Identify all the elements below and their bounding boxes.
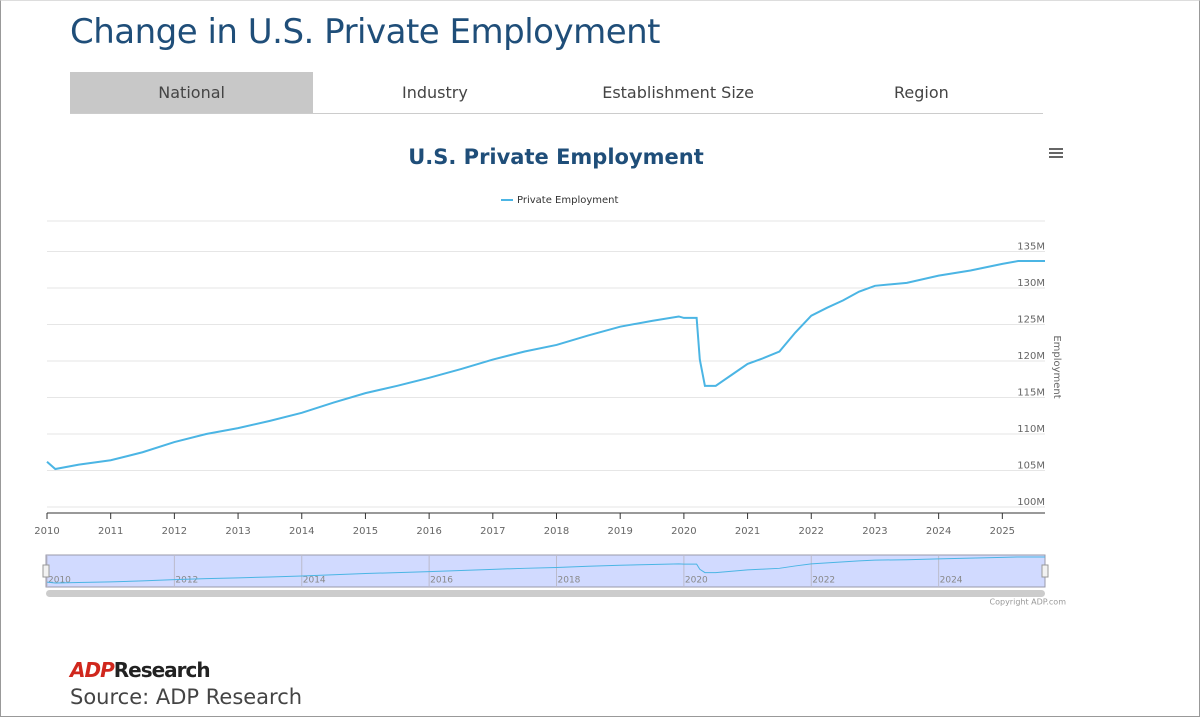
navigator-label: 2012 [175,576,198,586]
x-tick-label: 2020 [671,526,696,537]
source: Source: ADP Research [70,685,303,709]
y-tick-label: 120M [1017,351,1045,362]
navigator-label: 2014 [303,576,326,586]
navigator-label: 2016 [430,576,453,586]
y-tick-label: 125M [1017,315,1045,326]
tab[interactable]: Industry [401,83,468,102]
x-tick-label: 2023 [862,526,887,537]
x-tick-label: 2017 [480,526,505,537]
navigator-label: 2022 [812,576,835,586]
x-tick-label: 2014 [289,526,314,537]
tab[interactable]: National [70,72,314,113]
scrollbar [46,590,1045,597]
x-tick-label: 2018 [544,526,569,537]
navigator-handle [42,564,50,578]
tab[interactable]: Region [893,83,949,102]
x-tick-label: 2024 [926,526,951,537]
navigator-label: 2020 [685,576,708,586]
navigator-line [46,556,1045,584]
y-axis-title: Employment [1051,335,1062,398]
x-tick-label: 2012 [162,526,187,537]
logo: ADPResearch [70,658,211,682]
navigator-label: 2018 [558,576,581,586]
navigator-label: 2010 [48,576,71,586]
x-tick-label: 2016 [416,526,441,537]
legend-label: Private Employment [517,195,618,206]
navigator-handle [1041,564,1049,578]
credit: Copyright ADP.com [990,598,1067,607]
x-tick-label: 2022 [799,526,824,537]
y-tick-label: 130M [1017,278,1045,289]
y-tick-label: 135M [1017,242,1045,253]
x-tick-label: 2011 [98,526,123,537]
x-tick-label: 2013 [225,526,250,537]
x-tick-label: 2025 [990,526,1015,537]
x-tick-label: 2019 [607,526,632,537]
x-tick-label: 2010 [34,526,59,537]
logo-brand: ADP [70,658,115,682]
x-tick-label: 2021 [735,526,760,537]
y-tick-label: 100M [1017,497,1045,508]
menu-icon[interactable] [1049,148,1063,158]
chart-title: U.S. Private Employment [408,145,704,169]
page-title: Change in U.S. Private Employment [70,12,661,52]
y-tick-label: 110M [1017,424,1045,435]
logo-name: Research [113,658,211,682]
x-tick-label: 2015 [353,526,378,537]
y-tick-label: 115M [1017,388,1045,399]
tab[interactable]: Establishment Size [602,83,755,102]
tab-bar: National Industry Establishment Size Reg… [70,72,1043,114]
navigator-label: 2024 [940,576,963,586]
data-line [46,259,1045,471]
y-tick-label: 105M [1017,461,1045,472]
